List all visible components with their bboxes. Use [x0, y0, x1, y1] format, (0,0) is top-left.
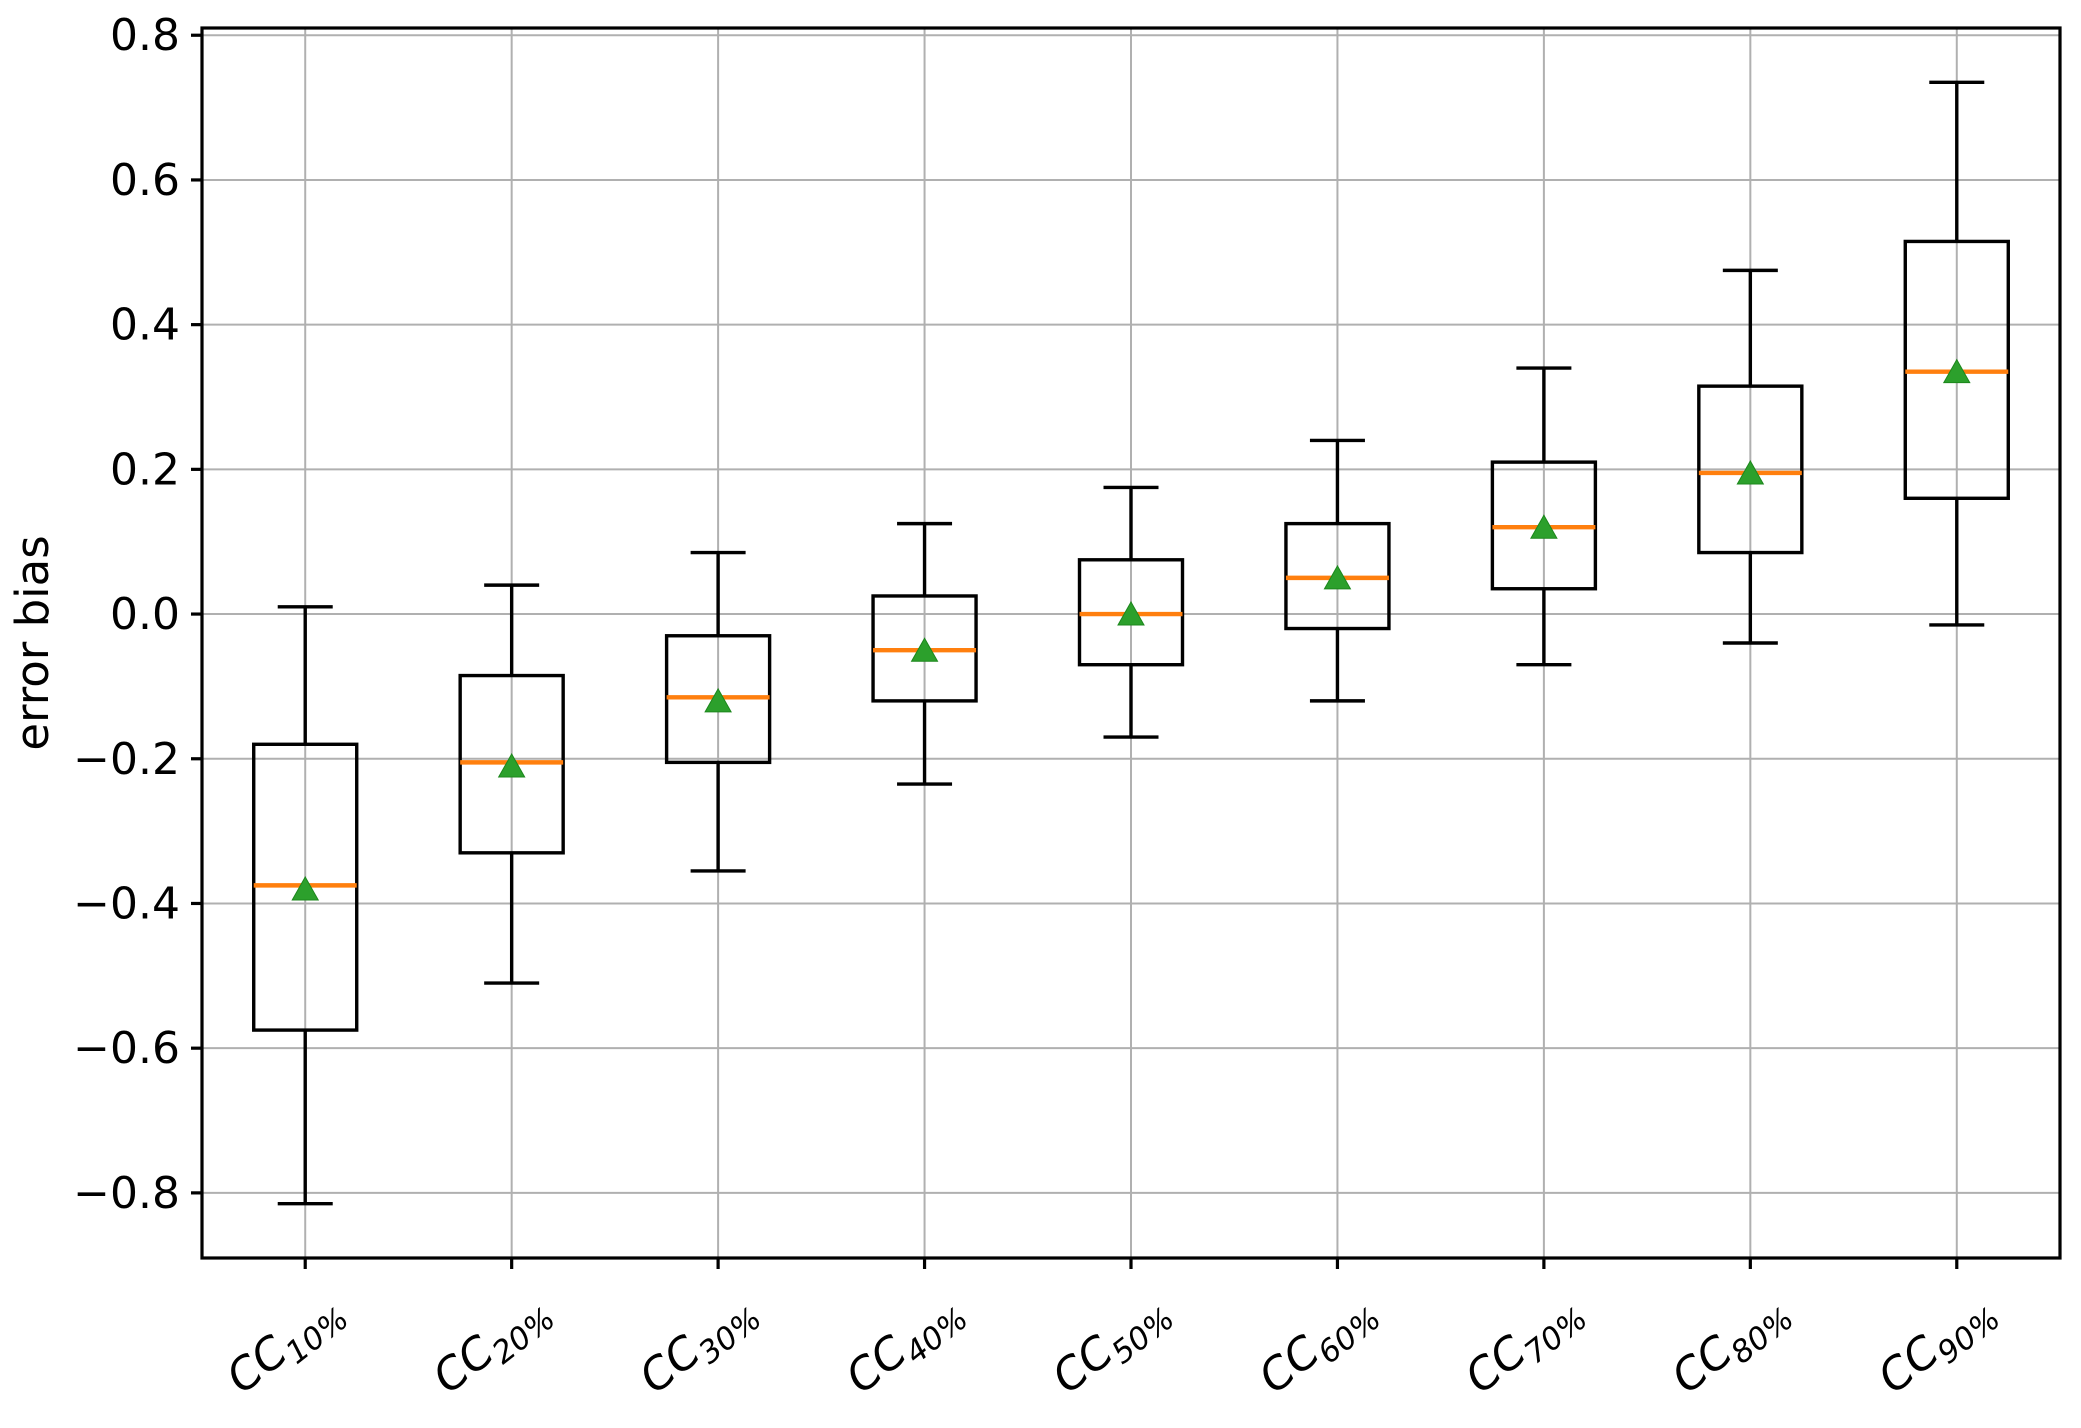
mean-marker: [1117, 601, 1145, 626]
box-group-CC30%: [664, 550, 772, 873]
mean-marker: [1942, 358, 1971, 384]
mean-marker: [1323, 564, 1352, 590]
y-tick-label: 0.8: [110, 10, 180, 61]
box-group-CC80%: [1697, 268, 1804, 645]
mean-marker: [291, 875, 320, 901]
box-group-CC60%: [1284, 438, 1391, 703]
mean-marker: [1736, 459, 1765, 485]
y-tick-label: 0.0: [110, 589, 180, 640]
y-axis: 0.8 0.6 0.4 0.2 0.0 −0.2 −0.4 −0.6 −0.8: [73, 10, 202, 1219]
box-rect: [1697, 384, 1804, 555]
y-tick-label: 0.4: [110, 300, 180, 351]
mean-marker: [704, 687, 732, 713]
box-group-CC10%: [252, 605, 359, 1206]
box-group-CC50%: [1077, 485, 1185, 739]
y-tick-label: −0.8: [73, 1168, 180, 1219]
box-group-CC90%: [1903, 80, 2010, 627]
y-tick-label: 0.2: [110, 444, 180, 495]
box-group-CC70%: [1490, 366, 1598, 667]
y-axis-label: error bias: [6, 535, 59, 750]
mean-marker: [910, 637, 939, 662]
mean-marker: [497, 752, 526, 778]
mean-marker: [1530, 514, 1558, 539]
y-tick-label: −0.4: [73, 878, 180, 929]
y-tick-label: −0.2: [73, 734, 180, 785]
box-group-CC40%: [871, 521, 978, 786]
box-group-CC20%: [458, 583, 565, 985]
y-tick-label: −0.6: [73, 1023, 180, 1074]
y-tick-label: 0.6: [110, 155, 180, 206]
